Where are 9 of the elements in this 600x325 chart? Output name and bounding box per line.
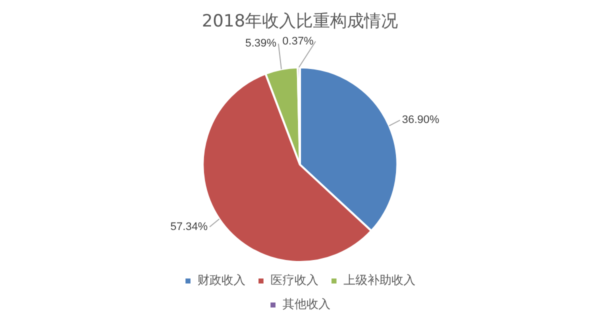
chart-title: 2018年收入比重构成情况	[202, 12, 398, 32]
legend-label: 医疗收入	[270, 273, 318, 288]
legend-label: 其他收入	[282, 297, 330, 312]
data-label: 0.37%	[282, 35, 314, 48]
data-label: 5.39%	[245, 38, 277, 50]
legend-label: 财政收入	[198, 273, 246, 288]
data-label: 57.34%	[170, 220, 208, 233]
legend-label: 上级补助收入	[344, 273, 416, 288]
data-label: 36.90%	[402, 114, 440, 126]
